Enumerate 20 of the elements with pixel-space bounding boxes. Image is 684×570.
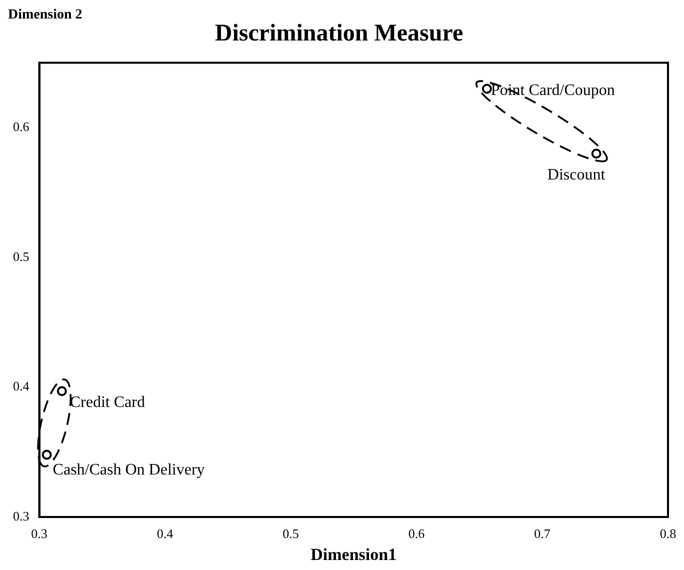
y-tick-label: 0.5 [13, 248, 30, 264]
annotation: Credit Card [70, 394, 145, 412]
x-tick-label: 0.4 [156, 526, 174, 542]
x-tick-label: 0.8 [660, 526, 676, 542]
chart-title: Discrimination Measure [214, 20, 464, 47]
point [42, 450, 52, 460]
y-tick-label: 0.4 [13, 378, 30, 394]
y-tick-label: 0.6 [13, 119, 30, 134]
x-tick-label: 0.7 [534, 526, 551, 542]
x-tick-label: 0.5 [282, 526, 299, 542]
point [482, 84, 492, 94]
y-axis-title: Dimension 2 [8, 8, 82, 23]
annotation: Cash/Cash On Delivery [52, 462, 205, 479]
point [56, 386, 67, 396]
x-tick-label: 0.3 [31, 526, 48, 542]
x-tick-label: 0.6 [408, 526, 426, 542]
x-axis-title: Dimension1 [310, 545, 397, 564]
y-tick-label: 0.3 [13, 508, 30, 524]
point [591, 148, 602, 159]
annotation: Discount [547, 166, 606, 184]
